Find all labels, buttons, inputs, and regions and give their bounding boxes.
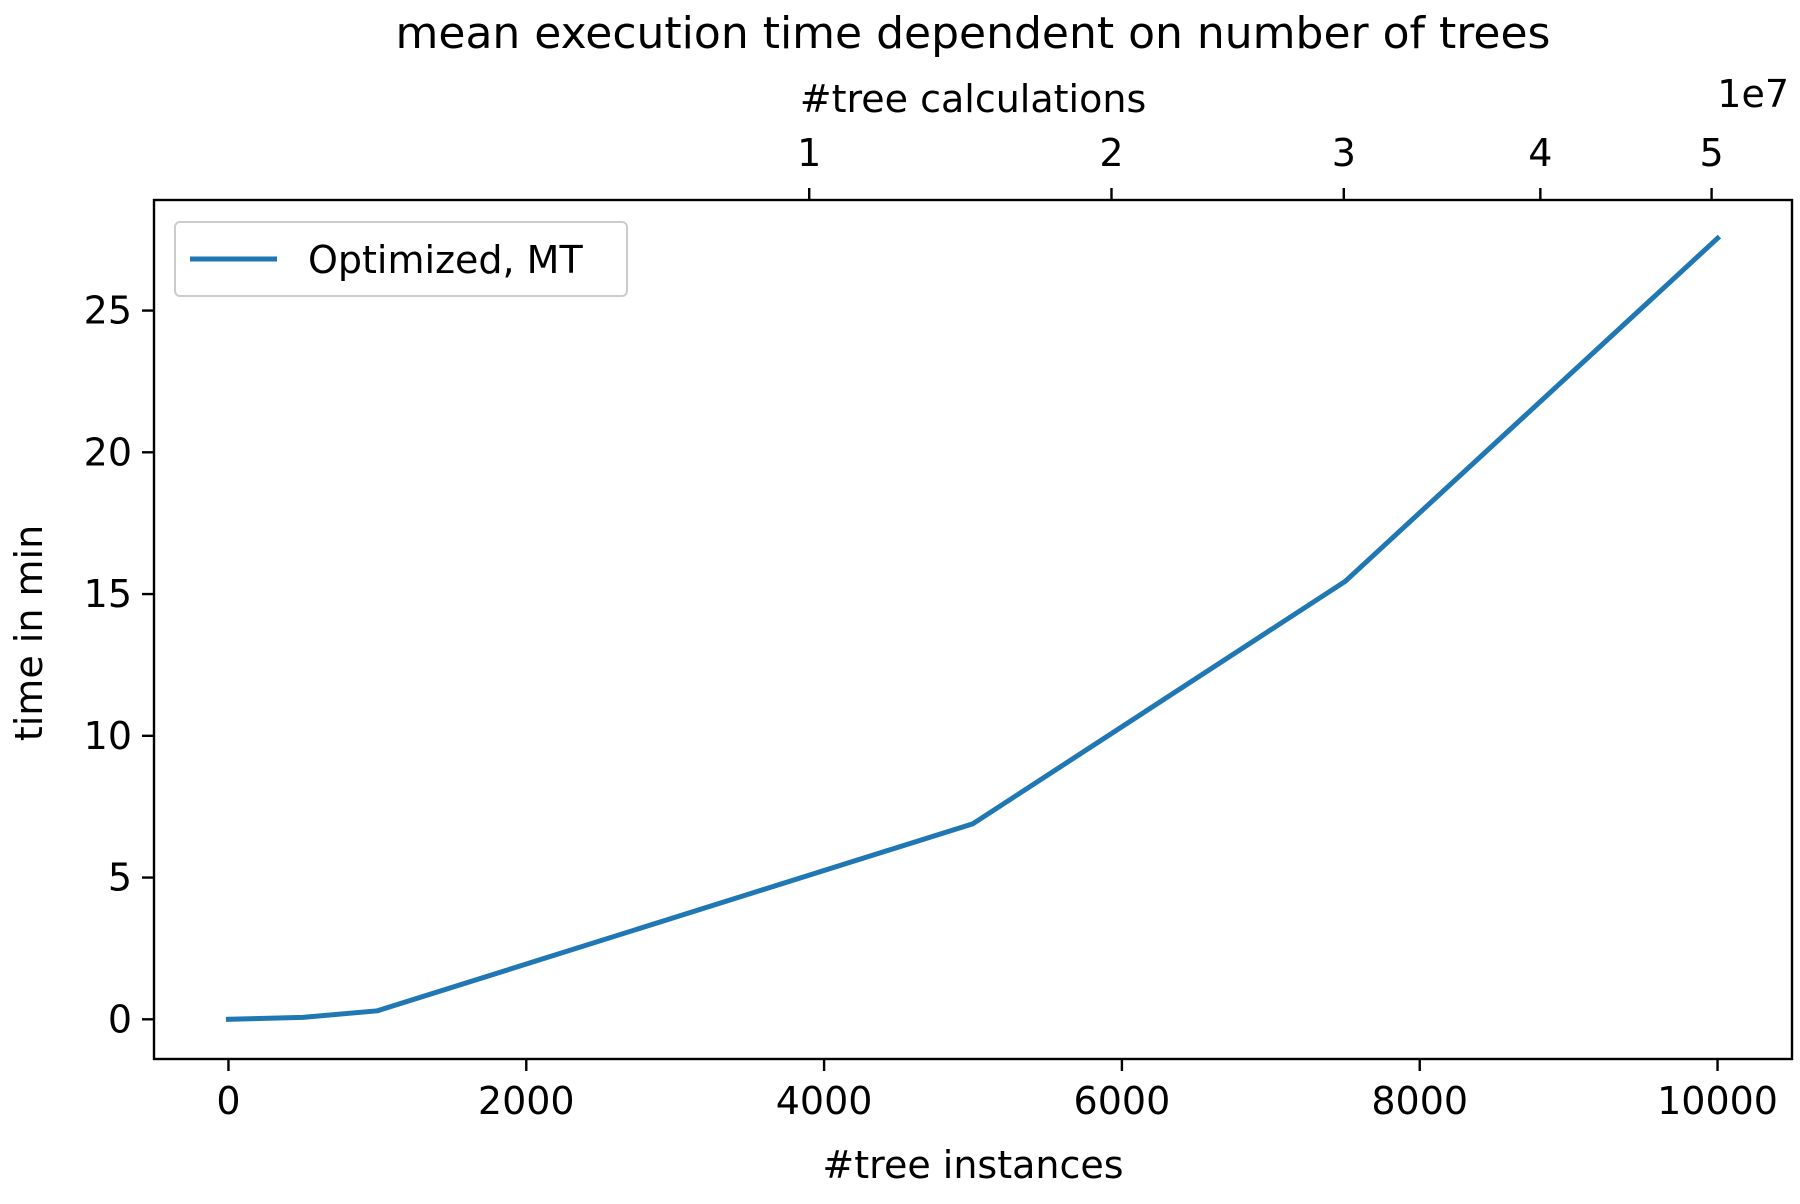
x-tick-label: 6000: [1074, 1079, 1171, 1123]
series-lines: [225, 234, 1722, 1022]
y-tick-label: 10: [84, 714, 132, 758]
secondary-x-tick-label: 1: [797, 131, 821, 175]
legend-box: [174, 221, 628, 297]
y-tick-label: 20: [84, 430, 132, 474]
y-tick-label: 5: [108, 856, 132, 900]
legend: Optimized, MT: [174, 221, 628, 297]
secondary-x-tick-label: 2: [1099, 131, 1123, 175]
x-axis-label: #tree instances: [822, 1143, 1123, 1187]
x-tick-label: 0: [216, 1079, 240, 1123]
x-tick-label: 8000: [1371, 1079, 1468, 1123]
axis-ticks: 0 2000 4000 6000 8000 10000 0 5 10 15 20 25 1 2 3 4 5: [84, 131, 1778, 1123]
secondary-x-tick-label: 4: [1528, 131, 1552, 175]
x-tick-label: 4000: [776, 1079, 873, 1123]
legend-label: Optimized, MT: [308, 238, 583, 282]
y-axis-label: time in min: [7, 525, 51, 741]
secondary-x-axis-label: #tree calculations: [800, 77, 1147, 121]
secondary-x-offset-text: 1e7: [1717, 72, 1789, 116]
y-tick-label: 25: [84, 289, 132, 333]
series-line: [225, 234, 1722, 1022]
y-tick-label: 0: [108, 997, 132, 1041]
x-tick-label: 10000: [1657, 1079, 1778, 1123]
x-tick-label: 2000: [478, 1079, 575, 1123]
chart-title: mean execution time dependent on number …: [396, 8, 1551, 59]
secondary-x-tick-label: 3: [1332, 131, 1356, 175]
plot-frame: [152, 198, 1794, 1061]
y-tick-label: 15: [84, 572, 132, 616]
secondary-x-tick-label: 5: [1699, 131, 1723, 175]
